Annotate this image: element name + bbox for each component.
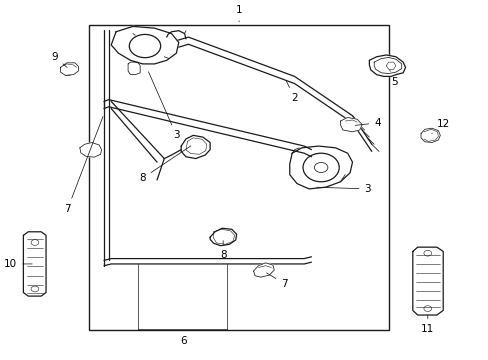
Text: 12: 12 [431, 118, 449, 134]
Text: 2: 2 [285, 81, 297, 103]
Text: 8: 8 [139, 146, 190, 183]
Polygon shape [111, 26, 179, 64]
Polygon shape [128, 62, 140, 75]
Text: 11: 11 [420, 315, 433, 334]
Polygon shape [340, 117, 362, 132]
Bar [89, 24, 388, 330]
Polygon shape [253, 263, 274, 277]
Polygon shape [80, 143, 102, 157]
Polygon shape [420, 128, 439, 143]
Text: 8: 8 [220, 240, 226, 260]
Text: 3: 3 [316, 184, 370, 194]
Text: 4: 4 [354, 118, 380, 128]
Polygon shape [368, 55, 405, 76]
Polygon shape [210, 228, 236, 246]
Text: 7: 7 [266, 273, 287, 289]
Text: 6: 6 [180, 337, 186, 346]
Polygon shape [412, 247, 442, 315]
Text: 3: 3 [148, 72, 179, 140]
Text: 5: 5 [389, 70, 397, 87]
Polygon shape [181, 135, 210, 158]
Text: 7: 7 [64, 117, 103, 213]
Polygon shape [23, 232, 46, 296]
Text: 1: 1 [235, 5, 242, 22]
Polygon shape [289, 146, 352, 189]
Text: 10: 10 [4, 259, 32, 269]
Polygon shape [61, 63, 78, 75]
Text: 9: 9 [51, 52, 67, 67]
